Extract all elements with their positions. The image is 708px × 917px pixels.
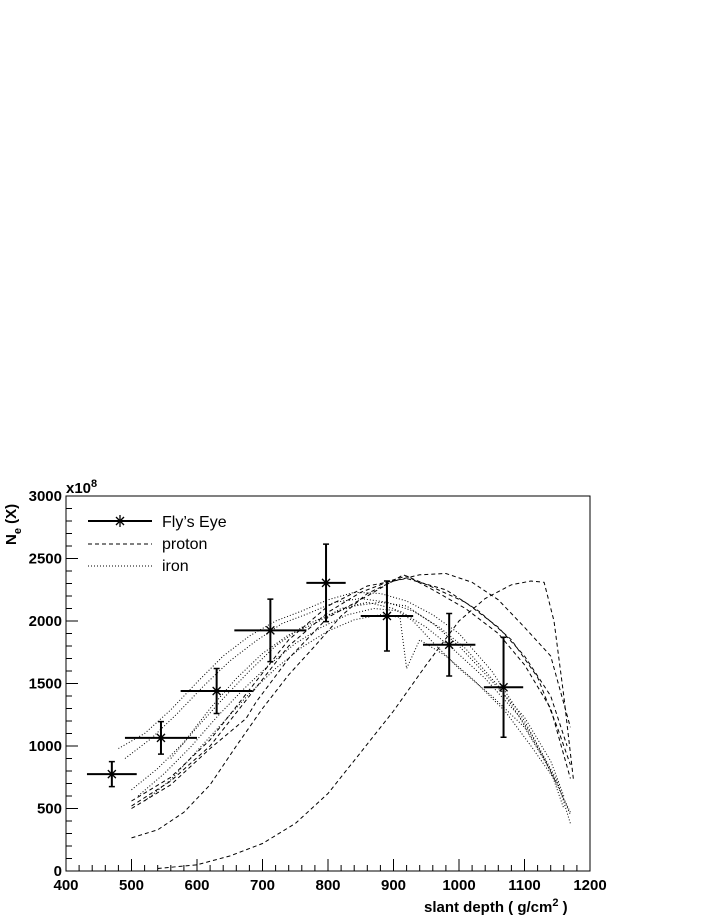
legend-marker-star — [114, 515, 126, 527]
y-tick-label: 1000 — [29, 738, 62, 755]
data-point — [86, 760, 137, 788]
iron-curve — [170, 601, 565, 797]
x-tick-label: 1200 — [573, 877, 606, 894]
star-marker-stroke — [265, 625, 275, 635]
simulated-curves — [118, 572, 575, 869]
x-tick-label: 1100 — [508, 877, 541, 894]
data-point — [422, 612, 476, 677]
iron-curve — [131, 601, 565, 809]
data-point — [124, 720, 197, 755]
axes: 400 500 600 700 800 900 1000 1100 1200 0 500 1000 15… — [29, 488, 607, 894]
legend-label-iron: iron — [162, 558, 189, 575]
proton-curve — [131, 575, 571, 807]
y-multiplier-base: x10 — [66, 480, 91, 497]
iron-curve — [144, 614, 571, 815]
y-axis-title-main: N — [3, 534, 20, 545]
x-tick-label: 600 — [184, 877, 209, 894]
legend-label-proton: proton — [162, 536, 207, 553]
y-tick-label: 3000 — [29, 488, 62, 505]
y-tick-label: 500 — [37, 801, 62, 818]
star-marker-stroke — [444, 640, 454, 650]
x-tick-label: 400 — [53, 877, 78, 894]
data-point — [234, 598, 307, 663]
x-tick-label: 900 — [381, 877, 406, 894]
flys-eye-data-points — [86, 543, 524, 788]
star-marker-stroke — [499, 682, 508, 692]
iron-curve — [118, 591, 571, 824]
x-tick-label: 800 — [315, 877, 340, 894]
star-marker-stroke — [321, 578, 331, 588]
x-tick-label: 500 — [119, 877, 144, 894]
x-tick-label: 700 — [250, 877, 275, 894]
x-tick-label: 1000 — [442, 877, 475, 894]
data-point — [483, 636, 524, 738]
star-marker-stroke — [107, 769, 117, 779]
star-marker-stroke — [156, 733, 166, 743]
y-multiplier-exp: 8 — [91, 478, 97, 490]
y-axis-title: Ne (X) — [3, 504, 24, 545]
plot-frame — [65, 495, 591, 872]
legend: Fly’s Eye proton iron — [88, 514, 227, 575]
iron-curve — [137, 607, 571, 813]
proton-curve — [131, 577, 571, 802]
data-point — [180, 667, 253, 715]
x-axis-title-main: slant depth ( g/cm — [424, 899, 552, 916]
y-tick-label: 1500 — [29, 676, 62, 693]
y-tick-label: 0 — [54, 863, 62, 880]
legend-item-proton: proton — [88, 536, 207, 553]
proton-curve — [157, 580, 575, 869]
legend-item-iron: iron — [88, 558, 189, 575]
y-tick-label: 2500 — [29, 551, 62, 568]
data-point — [306, 543, 346, 623]
plot-area-frame — [65, 495, 591, 872]
legend-label-flys-eye: Fly’s Eye — [162, 514, 227, 531]
iron-curve — [124, 597, 558, 784]
y-multiplier: x108 — [66, 478, 97, 497]
y-axis-title-sub: e — [12, 528, 24, 534]
star-marker-stroke — [212, 686, 222, 696]
proton-curve — [131, 574, 568, 809]
x-axis-title-sup: 2 — [552, 897, 558, 909]
star-marker-stroke — [382, 611, 392, 621]
y-tick-label: 2000 — [29, 613, 62, 630]
legend-item-flys-eye: Fly’s Eye — [88, 514, 227, 531]
data-point — [360, 580, 414, 652]
x-axis-title: slant depth ( g/cm2 ) — [424, 897, 568, 916]
proton-curve — [131, 572, 571, 839]
y-axis-title-end: (X) — [3, 504, 20, 528]
x-axis-title-end: ) — [558, 899, 567, 916]
